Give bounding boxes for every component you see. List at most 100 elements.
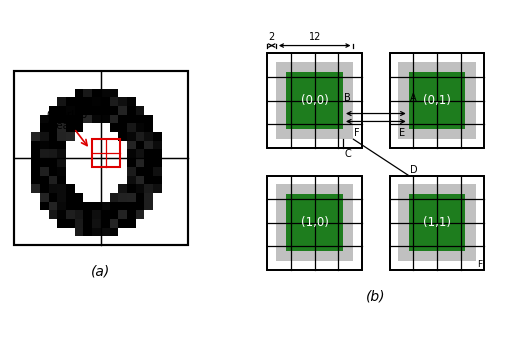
Bar	[153, 176, 162, 184]
Bar	[58, 150, 66, 158]
Bar	[267, 54, 362, 148]
Bar	[276, 184, 354, 261]
Bar	[31, 184, 40, 193]
Text: B: B	[344, 93, 351, 102]
Bar	[127, 210, 136, 219]
Text: F': F'	[477, 260, 484, 269]
Bar	[66, 115, 75, 123]
Bar	[83, 210, 92, 219]
Bar	[127, 184, 136, 193]
Bar	[153, 184, 162, 193]
Bar	[127, 202, 136, 210]
Text: F: F	[355, 128, 360, 138]
Bar	[153, 158, 162, 167]
Bar	[58, 132, 66, 141]
Bar	[127, 150, 136, 158]
Bar	[66, 123, 75, 132]
Bar	[49, 150, 58, 158]
Bar	[127, 115, 136, 123]
Bar	[40, 176, 49, 184]
Text: C: C	[344, 149, 351, 159]
Bar	[58, 106, 66, 115]
Bar	[127, 158, 136, 167]
Bar	[49, 132, 58, 141]
Text: (a): (a)	[91, 265, 111, 279]
Text: 2: 2	[269, 31, 275, 42]
Bar	[58, 167, 66, 176]
Text: (0,1): (0,1)	[423, 94, 451, 107]
Bar	[49, 193, 58, 202]
Bar	[144, 184, 153, 193]
Bar	[144, 150, 153, 158]
Bar	[83, 89, 92, 97]
Bar	[75, 202, 83, 210]
Bar	[109, 228, 118, 236]
Bar	[144, 115, 153, 123]
Bar	[118, 184, 127, 193]
Bar	[118, 123, 127, 132]
Bar	[58, 158, 66, 167]
Bar	[40, 202, 49, 210]
Bar	[49, 210, 58, 219]
Bar	[83, 202, 92, 210]
Bar	[49, 106, 58, 115]
Text: (0,0): (0,0)	[301, 94, 328, 107]
Bar	[390, 54, 484, 148]
Bar	[49, 158, 58, 167]
Bar	[66, 210, 75, 219]
Bar	[58, 97, 66, 106]
Bar	[58, 184, 66, 193]
Bar	[144, 167, 153, 176]
Bar	[136, 141, 144, 150]
Bar	[136, 106, 144, 115]
Bar	[75, 228, 83, 236]
Bar	[31, 141, 40, 150]
Bar	[58, 219, 66, 228]
Bar	[40, 132, 49, 141]
Bar	[66, 106, 75, 115]
Bar	[92, 115, 101, 123]
Bar	[153, 167, 162, 176]
Bar	[127, 176, 136, 184]
Bar	[83, 106, 92, 115]
Bar	[286, 194, 343, 251]
Bar	[136, 132, 144, 141]
Bar	[109, 123, 118, 132]
Bar	[127, 219, 136, 228]
Bar	[144, 123, 153, 132]
Bar	[286, 72, 343, 129]
Bar	[136, 115, 144, 123]
Bar	[109, 89, 118, 97]
Bar	[136, 193, 144, 202]
Bar	[49, 184, 58, 193]
Bar	[153, 132, 162, 141]
Bar	[109, 106, 118, 115]
Bar	[267, 176, 362, 270]
Bar	[66, 202, 75, 210]
Bar	[92, 139, 120, 167]
Bar	[58, 176, 66, 184]
Bar	[101, 115, 109, 123]
Bar	[144, 202, 153, 210]
Bar	[58, 202, 66, 210]
Bar	[153, 141, 162, 150]
Bar	[144, 141, 153, 150]
Bar	[127, 167, 136, 176]
Bar	[66, 219, 75, 228]
Text: E: E	[399, 128, 406, 138]
Bar	[390, 176, 484, 270]
Bar	[136, 167, 144, 176]
Bar	[49, 115, 58, 123]
Bar	[267, 176, 362, 270]
Bar	[14, 71, 188, 245]
Bar	[109, 219, 118, 228]
Bar	[83, 228, 92, 236]
Bar	[118, 115, 127, 123]
Bar	[118, 193, 127, 202]
Bar	[58, 123, 66, 132]
Bar	[58, 115, 66, 123]
Bar	[101, 97, 109, 106]
Bar	[109, 210, 118, 219]
Text: Overlap
Area: Overlap Area	[46, 110, 87, 131]
Bar	[31, 176, 40, 184]
